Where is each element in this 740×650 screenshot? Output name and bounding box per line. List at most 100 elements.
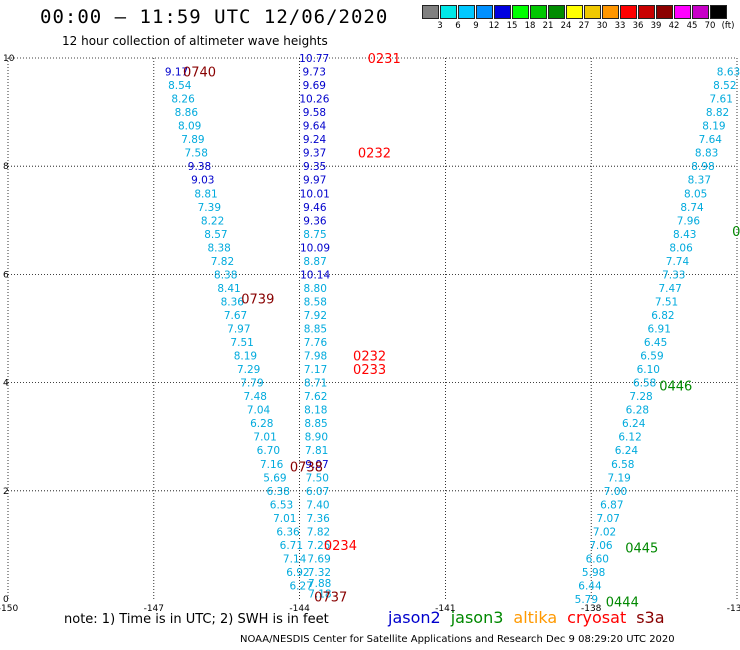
pass-time-label: 0737 [314, 590, 347, 605]
pass-time-label: 0234 [324, 539, 357, 554]
legend-swatch [458, 5, 475, 19]
legend-tick-label: 3 [437, 21, 443, 31]
pass-time-labels: 0740073907380737023102320232023302340446… [183, 52, 740, 611]
wave-height-value: 7.79 [240, 378, 263, 390]
wave-height-value: 10.01 [300, 188, 330, 200]
legend-swatch [494, 5, 511, 19]
wave-height-value: 9.64 [303, 121, 327, 133]
wave-height-value: 7.67 [224, 310, 247, 322]
wave-height-value: 9.36 [303, 215, 327, 227]
wave-height-value: 7.61 [710, 94, 733, 106]
wave-height-value: 5.79 [575, 594, 598, 606]
wave-height-value: 6.82 [651, 310, 674, 322]
wave-height-value: 7.29 [237, 364, 260, 376]
wave-height-value: 6.36 [276, 526, 300, 538]
wave-height-value: 6.44 [578, 580, 602, 592]
legend-tick-label: 12 [488, 21, 500, 31]
wave-height-value: 7.19 [607, 472, 630, 484]
wave-height-value: 9.35 [303, 161, 326, 173]
wave-height-value: 5.69 [263, 472, 286, 484]
wave-height-value: 9.03 [191, 175, 214, 187]
wave-height-value: 7.81 [305, 445, 328, 457]
pass-time-label: 0446 [659, 379, 692, 394]
wave-height-value: 7.04 [247, 405, 271, 417]
pass-time-label: 0738 [290, 460, 323, 475]
wave-height-value: 7.02 [593, 526, 616, 538]
wave-height-value: 10.14 [300, 269, 330, 281]
track-track3: 5.79 6.445.98 6.607.06 7.027.07 6.877.00 7.19… [575, 67, 740, 606]
color-scale-ticks: 3 6 9 12 15 18 21 24 27 30 33 36 39 42 45 70 (ft) [422, 21, 740, 33]
legend-tick-label: 6 [455, 21, 461, 31]
credit-line: NOAA/NESDIS Center for Satellite Applica… [240, 634, 675, 645]
legend-tick-label: 27 [578, 21, 590, 31]
wave-height-value: 7.47 [658, 283, 681, 295]
y-tick-label: 4 [3, 379, 9, 389]
satellite-altika: altika [513, 608, 558, 627]
wave-height-value: 8.74 [680, 202, 704, 214]
wave-height-value: 7.28 [629, 391, 652, 403]
wave-height-value: 7.82 [211, 256, 234, 268]
wave-height-value: 6.24 [622, 418, 646, 430]
pass-time-label: 0 [732, 225, 740, 240]
wave-height-value: 6.91 [648, 324, 671, 336]
wave-height-value: 6.71 [280, 540, 303, 552]
legend-tick-label: 70 [704, 21, 716, 31]
wave-height-value: 9.46 [303, 202, 327, 214]
legend-tick-label: 39 [650, 21, 662, 31]
legend-swatch [656, 5, 673, 19]
legend-tick-label: 18 [524, 21, 536, 31]
y-tick-label: 10 [3, 54, 15, 64]
wave-height-value: 6.53 [270, 499, 293, 511]
x-tick-label: -138 [581, 604, 602, 614]
wave-height-value: 7.50 [306, 472, 329, 484]
track-track2: 10.77 9.739.69 10.269.58 9.649.24 9.379.35 9.… [299, 53, 331, 601]
pass-time-label: 0233 [353, 363, 386, 378]
satellite-s3a: s3a [636, 608, 665, 627]
wave-height-value: 8.09 [178, 121, 201, 133]
wave-height-value: 8.87 [303, 256, 326, 268]
legend-swatch [584, 5, 601, 19]
legend-tick-label: 9 [473, 21, 479, 31]
wave-height-value: 7.92 [304, 310, 327, 322]
wave-height-value: 7.01 [253, 432, 276, 444]
legend-swatch [530, 5, 547, 19]
wave-height-value: 7.69 [307, 553, 330, 565]
legend-swatch [638, 5, 655, 19]
wave-height-value: 8.85 [304, 324, 327, 336]
wave-height-value: 9.17 [165, 67, 188, 79]
wave-height-value: 8.83 [695, 148, 718, 160]
legend-tick-label: 36 [632, 21, 644, 31]
x-tick-label: -144 [289, 604, 310, 614]
legend-swatch [548, 5, 565, 19]
wave-height-value: 6.27 [289, 580, 312, 592]
legend-tick-label: (ft) [721, 21, 735, 31]
wave-height-value: 6.28 [250, 418, 273, 430]
wave-height-value: 9.38 [188, 161, 211, 173]
grid-lines [7, 57, 738, 599]
wave-height-value: 7.62 [304, 391, 327, 403]
y-tick-label: 6 [3, 270, 9, 280]
wave-height-value: 7.14 [283, 553, 307, 565]
wave-height-value: 7.76 [304, 337, 328, 349]
x-tick-label: -147 [144, 604, 164, 614]
wave-height-value: 7.51 [655, 296, 678, 308]
wave-height-value: 8.38 [207, 242, 230, 254]
wave-height-value: 7.96 [677, 215, 701, 227]
wave-height-value: 6.59 [640, 351, 663, 363]
legend-tick-label: 24 [560, 21, 572, 31]
legend-tick-label: 15 [506, 21, 518, 31]
legend-tick-label: 33 [614, 21, 626, 31]
wave-height-value: 7.32 [308, 567, 331, 579]
wave-height-value: 6.92 [286, 567, 309, 579]
wave-height-value: 8.43 [673, 229, 696, 241]
wave-height-value: 10.77 [299, 53, 329, 65]
pass-time-label: 0740 [183, 66, 216, 81]
chart-subtitle: 12 hour collection of altimeter wave hei… [62, 34, 328, 48]
wave-height-value: 8.52 [713, 80, 736, 92]
wave-height-value: 6.24 [615, 445, 639, 457]
wave-height-value: 8.81 [194, 188, 217, 200]
legend-tick-label: 21 [542, 21, 554, 31]
wave-height-value: 8.18 [304, 405, 327, 417]
wave-height-value: 5.98 [582, 567, 605, 579]
wave-height-value: 7.00 [604, 486, 627, 498]
